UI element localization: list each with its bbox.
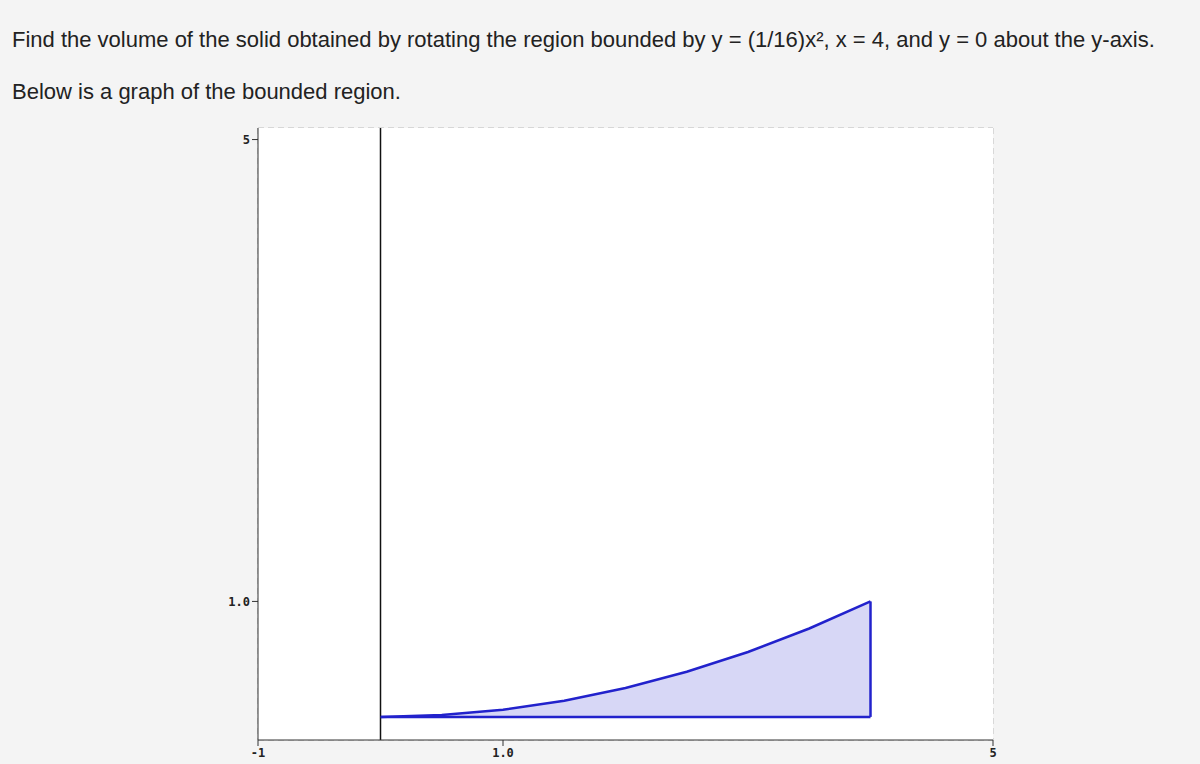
svg-text:-1: -1 (251, 746, 265, 760)
svg-text:1.0: 1.0 (228, 595, 250, 609)
svg-text:5: 5 (243, 133, 250, 147)
svg-text:5: 5 (989, 746, 996, 760)
svg-text:1.0: 1.0 (492, 746, 514, 760)
html-text:Find the volume of the solid o: Find the volume of the solid obtained by… (12, 27, 1155, 104)
